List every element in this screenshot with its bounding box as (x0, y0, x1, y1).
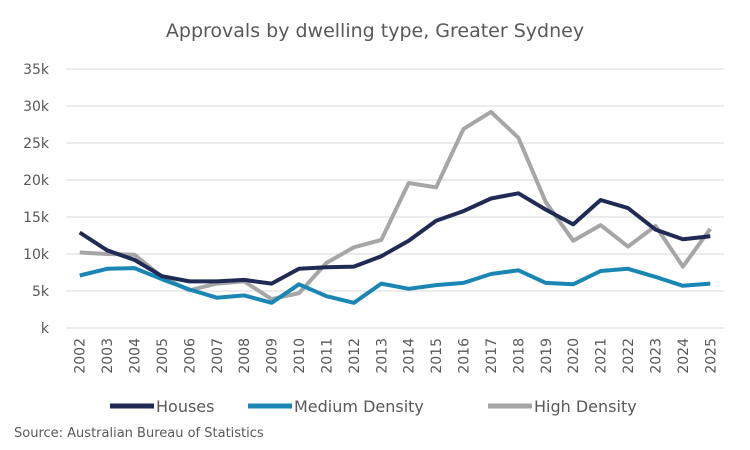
legend: Houses Medium Density High Density (110, 397, 637, 416)
legend-label-houses: Houses (156, 397, 214, 416)
x-axis-ticks: 2002 2003 2004 2005 2006 2007 2008 2009 2010 2011… (73, 338, 720, 374)
series-line-medium-density (79, 266, 711, 305)
y-tick-label: 20k (23, 173, 50, 189)
x-tick-label: 2005 (155, 338, 171, 374)
x-tick-label: 2006 (182, 338, 198, 374)
x-tick-label: 2011 (319, 338, 335, 374)
y-tick-label: 10k (23, 247, 50, 263)
x-tick-label: 2016 (457, 338, 473, 374)
x-tick-label: 2009 (265, 338, 281, 374)
x-tick-label: 2004 (128, 338, 144, 374)
x-tick-label: 2012 (347, 338, 363, 374)
x-tick-label: 2021 (594, 338, 610, 374)
x-tick-label: 2022 (621, 338, 637, 374)
y-axis-ticks: k 5k 10k 15k 20k 25k 30k 35k (23, 62, 50, 337)
legend-label-medium-density: Medium Density (294, 397, 424, 416)
x-tick-label: 2015 (429, 338, 445, 374)
x-tick-label: 2013 (374, 338, 390, 374)
series-line-houses (78, 191, 711, 286)
y-tick-label: 25k (23, 136, 50, 152)
x-tick-label: 2024 (676, 338, 692, 374)
y-tick-label: 35k (23, 62, 50, 78)
x-tick-label: 2018 (511, 338, 527, 374)
chart-title: Approvals by dwelling type, Greater Sydn… (166, 20, 584, 42)
x-tick-label: 2003 (100, 338, 116, 374)
y-tick-label: 30k (23, 99, 50, 115)
x-tick-label: 2025 (703, 338, 719, 374)
x-tick-label: 2017 (484, 338, 500, 374)
y-tick-label: 5k (32, 284, 50, 300)
series-lines (78, 109, 712, 305)
x-tick-label: 2002 (73, 338, 89, 374)
x-tick-label: 2023 (648, 338, 664, 374)
legend-label-high-density: High Density (534, 397, 637, 416)
x-tick-label: 2008 (237, 338, 253, 374)
x-tick-label: 2014 (402, 338, 418, 374)
source-note: Source: Australian Bureau of Statistics (14, 426, 264, 441)
x-tick-label: 2020 (566, 338, 582, 374)
y-tick-label: 15k (23, 210, 50, 226)
y-tick-label: k (41, 321, 50, 337)
x-tick-label: 2010 (292, 338, 308, 374)
gridlines (66, 68, 724, 329)
x-tick-label: 2007 (210, 338, 226, 374)
x-tick-label: 2019 (539, 338, 555, 374)
